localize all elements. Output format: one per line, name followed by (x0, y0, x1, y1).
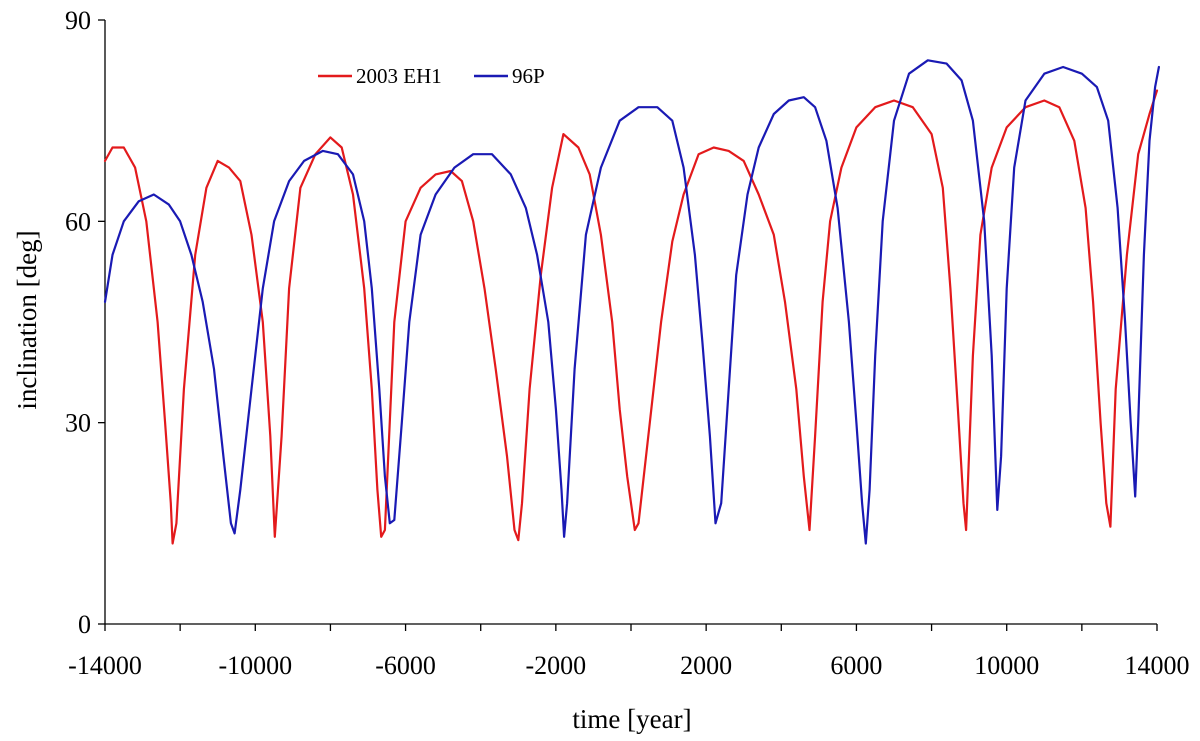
series-line-96p (103, 59, 1160, 545)
series-lines (103, 59, 1160, 545)
x-tick-label: -6000 (375, 651, 436, 680)
y-tick-label: 90 (65, 6, 91, 35)
legend-label: 2003 EH1 (356, 64, 442, 88)
x-axis-title: time [year] (572, 704, 691, 734)
y-axis-title: inclination [deg] (12, 230, 42, 409)
y-tick-label: 60 (65, 207, 91, 236)
axes: 0 30 60 90 -14000 -10000 -6000 -2000 2000 6000 100… (65, 6, 1190, 680)
x-tick-label: 2000 (680, 651, 732, 680)
legend-label: 96P (512, 64, 545, 88)
x-tick-label: 14000 (1125, 651, 1190, 680)
x-tick-label: -2000 (526, 651, 587, 680)
x-tick-label: 6000 (830, 651, 882, 680)
x-tick-label: 10000 (974, 651, 1039, 680)
x-tick-label: -10000 (218, 651, 292, 680)
legend: 2003 EH1 96P (318, 64, 545, 88)
x-tick-label: -14000 (68, 651, 142, 680)
y-tick-label: 0 (78, 610, 91, 639)
y-tick-label: 30 (65, 409, 91, 438)
series-line-eh1 (103, 89, 1159, 545)
